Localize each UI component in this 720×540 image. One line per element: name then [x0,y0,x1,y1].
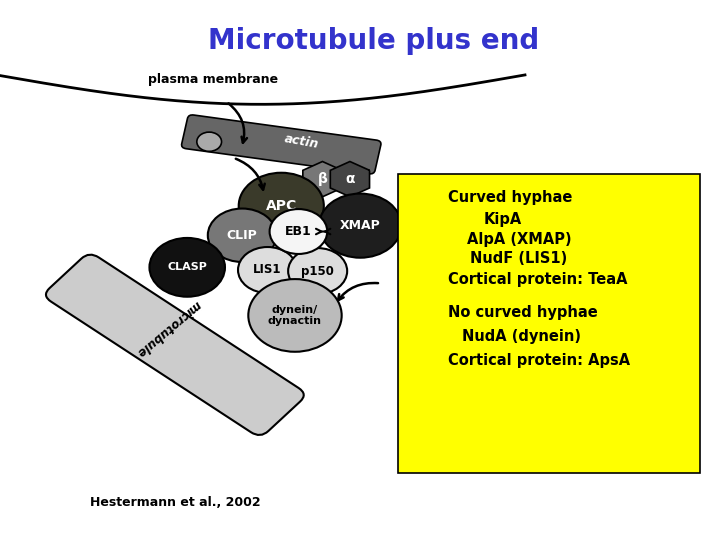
FancyBboxPatch shape [398,174,700,473]
Text: Microtubule plus end: Microtubule plus end [208,27,539,55]
Text: NudF (LIS1): NudF (LIS1) [470,251,567,266]
Polygon shape [303,161,342,197]
Circle shape [239,173,324,239]
Text: Cortical protein: ApsA: Cortical protein: ApsA [448,353,630,368]
Circle shape [319,193,402,258]
Circle shape [238,247,297,293]
Text: plasma membrane: plasma membrane [148,72,278,86]
Circle shape [208,208,276,262]
Text: Hestermann et al., 2002: Hestermann et al., 2002 [89,496,260,509]
Text: APC: APC [266,199,297,213]
Text: EB1: EB1 [285,225,312,238]
Text: actin: actin [284,132,320,151]
Text: AlpA (XMAP): AlpA (XMAP) [467,232,571,246]
Circle shape [269,209,328,254]
Text: LIS1: LIS1 [253,264,282,276]
Text: dynein/
dynactin: dynein/ dynactin [268,305,322,326]
Polygon shape [330,161,369,197]
Text: NudA (dynein): NudA (dynein) [462,329,581,345]
Circle shape [150,238,225,296]
Text: α: α [345,172,355,186]
Text: XMAP: XMAP [340,219,381,232]
FancyBboxPatch shape [46,255,304,435]
Text: CLASP: CLASP [167,262,207,272]
Text: p150: p150 [301,265,334,278]
Text: KipA: KipA [484,212,522,227]
FancyBboxPatch shape [181,115,381,174]
Text: microtubule: microtubule [133,298,203,360]
Text: Curved hyphae: Curved hyphae [448,190,572,205]
Text: β: β [318,172,328,186]
Circle shape [197,132,222,151]
Text: CLIP: CLIP [227,229,258,242]
Circle shape [288,248,347,294]
Circle shape [248,279,342,352]
Text: Cortical protein: TeaA: Cortical protein: TeaA [448,272,628,287]
Text: No curved hyphae: No curved hyphae [448,305,598,320]
